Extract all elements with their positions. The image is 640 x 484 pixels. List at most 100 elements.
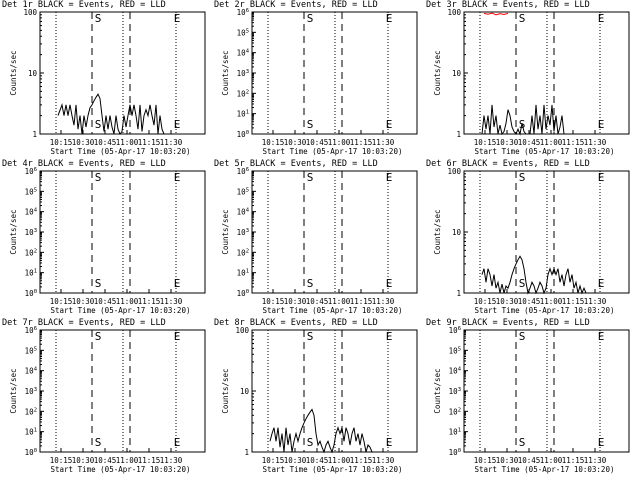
y-axis-label: Counts/sec [433,50,442,95]
x-tick-label: 10:30 [72,297,95,306]
x-tick-label: 11:30 [160,138,183,147]
end-marker-label: E [386,277,393,290]
x-tick-label: 11:30 [584,297,607,306]
x-tick-label: 11:00 [116,138,139,147]
x-tick-label: 10:30 [284,297,307,306]
y-axis-label: Counts/sec [433,368,442,413]
y-tick-label: 102 [237,248,249,257]
y-tick-exponent: 3 [34,387,37,393]
end-marker-label: E [386,12,393,25]
panel-title: Det 6r BLACK = Events, RED = LLD [426,159,590,169]
x-tick-label: 10:15 [50,138,73,147]
y-tick-label: 101 [25,428,37,437]
x-tick-label: 10:45 [518,297,541,306]
panel-title: Det 5r BLACK = Events, RED = LLD [214,159,378,169]
y-tick-base: 10 [25,367,35,376]
start-marker-label: S [519,12,526,25]
y-tick-exponent: 4 [246,208,250,214]
start-marker-label: S [307,330,314,343]
x-axis-label: Start Time (05-Apr-17 10:03:20) [51,147,191,156]
y-tick-base: 10 [25,187,35,196]
y-tick-base: 10 [449,367,459,376]
y-tick-base: 10 [237,248,247,257]
y-tick-label: 100 [447,167,461,176]
y-tick-exponent: 0 [246,130,249,136]
y-tick-exponent: 3 [458,387,461,393]
y-tick-label: 106 [237,8,249,17]
x-tick-label: 10:15 [474,138,497,147]
x-tick-label: 10:30 [496,138,519,147]
y-tick-exponent: 5 [246,187,249,193]
start-marker-label: S [95,12,102,25]
y-tick-base: 10 [449,407,459,416]
x-tick-label: 10:45 [94,456,117,465]
end-marker-label: E [598,330,605,343]
y-tick-exponent: 2 [34,407,37,413]
y-tick-base: 10 [237,110,247,119]
x-tick-label: 11:15 [350,297,373,306]
y-tick-label: 101 [449,428,461,437]
y-tick-exponent: 2 [34,248,37,254]
y-tick-base: 10 [25,228,35,237]
x-tick-label: 11:15 [138,456,161,465]
x-tick-label: 10:15 [262,297,285,306]
x-tick-label: 11:00 [540,297,563,306]
x-tick-label: 10:15 [474,297,497,306]
end-marker-label: E [386,436,393,449]
y-tick-label: 1 [244,448,249,457]
y-tick-exponent: 5 [246,28,249,34]
y-tick-label: 103 [237,69,249,78]
y-tick-base: 10 [237,269,247,278]
y-tick-base: 10 [449,326,459,335]
y-tick-base: 10 [25,346,35,355]
x-tick-label: 11:15 [562,138,585,147]
y-tick-exponent: 5 [34,187,37,193]
y-tick-base: 10 [449,387,459,396]
y-tick-base: 10 [25,248,35,257]
y-tick-exponent: 1 [34,428,37,434]
start-marker-label: S [307,436,314,449]
detector-panel: Det 5r BLACK = Events, RED = LLD 10:15 10:… [214,159,418,315]
y-tick-base: 10 [237,208,247,217]
data-series-line [483,12,509,16]
y-tick-base: 10 [449,428,459,437]
x-tick-label: 11:30 [372,297,395,306]
y-tick-label: 105 [237,28,249,37]
y-tick-exponent: 2 [246,89,249,95]
y-tick-label: 104 [449,367,462,376]
y-tick-label: 100 [23,8,37,17]
y-tick-label: 100 [449,448,461,457]
x-tick-label: 10:45 [518,456,541,465]
y-tick-exponent: 1 [34,269,37,275]
start-marker-label: S [307,171,314,184]
y-tick-exponent: 3 [34,228,37,234]
y-tick-exponent: 4 [246,49,250,55]
y-tick-base: 10 [25,387,35,396]
end-marker-label: E [598,436,605,449]
start-marker-label: S [95,277,102,290]
y-tick-base: 10 [25,269,35,278]
y-tick-exponent: 0 [34,448,37,454]
x-tick-label: 10:30 [72,456,95,465]
y-tick-base: 10 [25,448,35,457]
y-axis-label: Counts/sec [9,50,18,95]
x-axis-label: Start Time (05-Apr-17 10:03:20) [263,306,403,315]
y-tick-label: 102 [25,407,37,416]
y-tick-exponent: 0 [246,289,249,295]
x-tick-label: 10:15 [50,297,73,306]
y-tick-base: 10 [237,228,247,237]
x-axis-label: Start Time (05-Apr-17 10:03:20) [475,465,615,474]
end-marker-label: E [598,118,605,131]
x-axis-label: Start Time (05-Apr-17 10:03:20) [51,465,191,474]
x-tick-label: 10:30 [496,456,519,465]
x-tick-label: 11:00 [328,138,351,147]
y-axis-label: Counts/sec [221,368,230,413]
y-tick-exponent: 1 [246,269,249,275]
start-marker-label: S [95,171,102,184]
y-tick-label: 101 [237,269,249,278]
y-tick-label: 101 [25,269,37,278]
y-tick-base: 10 [25,428,35,437]
y-tick-exponent: 6 [246,167,249,173]
